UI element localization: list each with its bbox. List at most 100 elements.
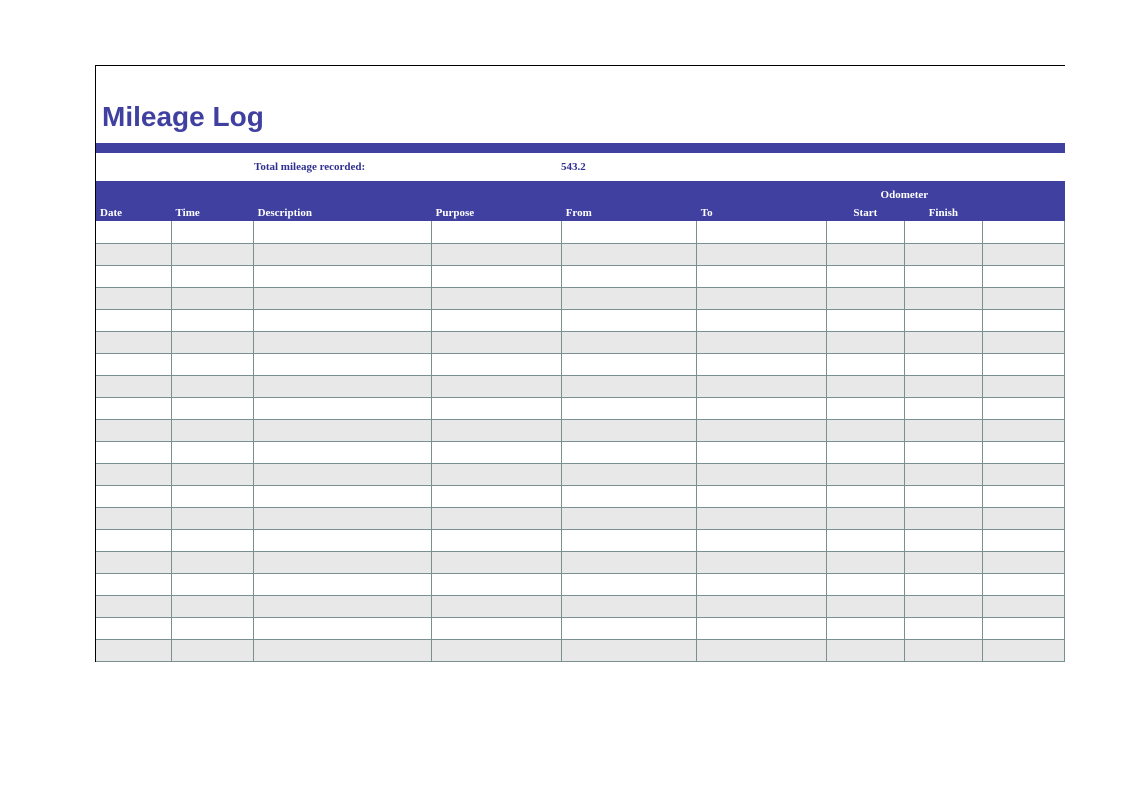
table-cell[interactable] xyxy=(431,507,561,529)
table-cell[interactable] xyxy=(253,265,431,287)
table-row[interactable] xyxy=(96,529,1065,551)
table-cell[interactable] xyxy=(826,463,904,485)
table-cell[interactable] xyxy=(982,529,1064,551)
table-cell[interactable] xyxy=(826,397,904,419)
table-cell[interactable] xyxy=(253,485,431,507)
table-cell[interactable] xyxy=(171,353,253,375)
table-cell[interactable] xyxy=(904,441,982,463)
table-cell[interactable] xyxy=(171,551,253,573)
table-row[interactable] xyxy=(96,573,1065,595)
table-cell[interactable] xyxy=(171,331,253,353)
table-cell[interactable] xyxy=(431,353,561,375)
table-cell[interactable] xyxy=(826,507,904,529)
table-cell[interactable] xyxy=(253,243,431,265)
table-cell[interactable] xyxy=(696,309,826,331)
table-cell[interactable] xyxy=(982,551,1064,573)
table-cell[interactable] xyxy=(696,419,826,441)
table-cell[interactable] xyxy=(96,243,171,265)
table-cell[interactable] xyxy=(826,595,904,617)
table-cell[interactable] xyxy=(253,309,431,331)
table-cell[interactable] xyxy=(904,287,982,309)
table-cell[interactable] xyxy=(431,573,561,595)
table-cell[interactable] xyxy=(171,375,253,397)
table-cell[interactable] xyxy=(982,617,1064,639)
table-cell[interactable] xyxy=(696,375,826,397)
table-cell[interactable] xyxy=(431,309,561,331)
table-cell[interactable] xyxy=(982,221,1064,243)
table-cell[interactable] xyxy=(96,507,171,529)
table-row[interactable] xyxy=(96,221,1065,243)
table-cell[interactable] xyxy=(826,331,904,353)
table-cell[interactable] xyxy=(431,243,561,265)
table-cell[interactable] xyxy=(826,287,904,309)
table-cell[interactable] xyxy=(904,419,982,441)
table-cell[interactable] xyxy=(904,221,982,243)
table-cell[interactable] xyxy=(561,595,696,617)
table-cell[interactable] xyxy=(826,353,904,375)
table-cell[interactable] xyxy=(253,353,431,375)
table-cell[interactable] xyxy=(982,441,1064,463)
table-cell[interactable] xyxy=(253,529,431,551)
table-cell[interactable] xyxy=(253,639,431,661)
table-cell[interactable] xyxy=(561,221,696,243)
table-cell[interactable] xyxy=(696,507,826,529)
table-cell[interactable] xyxy=(561,309,696,331)
table-cell[interactable] xyxy=(982,331,1064,353)
table-cell[interactable] xyxy=(904,485,982,507)
table-cell[interactable] xyxy=(253,221,431,243)
table-cell[interactable] xyxy=(431,287,561,309)
table-cell[interactable] xyxy=(171,617,253,639)
table-row[interactable] xyxy=(96,639,1065,661)
table-cell[interactable] xyxy=(561,419,696,441)
table-cell[interactable] xyxy=(96,353,171,375)
table-cell[interactable] xyxy=(561,573,696,595)
table-cell[interactable] xyxy=(904,529,982,551)
table-cell[interactable] xyxy=(696,595,826,617)
table-cell[interactable] xyxy=(696,353,826,375)
table-cell[interactable] xyxy=(171,573,253,595)
table-cell[interactable] xyxy=(826,529,904,551)
table-cell[interactable] xyxy=(171,441,253,463)
table-cell[interactable] xyxy=(431,485,561,507)
table-cell[interactable] xyxy=(904,397,982,419)
table-cell[interactable] xyxy=(431,397,561,419)
table-row[interactable] xyxy=(96,551,1065,573)
table-cell[interactable] xyxy=(561,617,696,639)
table-row[interactable] xyxy=(96,287,1065,309)
table-cell[interactable] xyxy=(904,639,982,661)
table-cell[interactable] xyxy=(253,573,431,595)
table-cell[interactable] xyxy=(982,397,1064,419)
table-row[interactable] xyxy=(96,617,1065,639)
table-cell[interactable] xyxy=(982,595,1064,617)
table-cell[interactable] xyxy=(982,639,1064,661)
table-cell[interactable] xyxy=(171,287,253,309)
table-cell[interactable] xyxy=(904,551,982,573)
table-cell[interactable] xyxy=(696,243,826,265)
table-cell[interactable] xyxy=(96,419,171,441)
table-cell[interactable] xyxy=(696,485,826,507)
table-cell[interactable] xyxy=(696,265,826,287)
table-cell[interactable] xyxy=(696,397,826,419)
table-row[interactable] xyxy=(96,309,1065,331)
table-cell[interactable] xyxy=(431,551,561,573)
table-cell[interactable] xyxy=(431,375,561,397)
table-cell[interactable] xyxy=(826,441,904,463)
table-cell[interactable] xyxy=(171,485,253,507)
table-cell[interactable] xyxy=(561,639,696,661)
table-cell[interactable] xyxy=(96,309,171,331)
table-cell[interactable] xyxy=(561,507,696,529)
table-cell[interactable] xyxy=(253,507,431,529)
table-cell[interactable] xyxy=(904,617,982,639)
table-cell[interactable] xyxy=(826,419,904,441)
table-row[interactable] xyxy=(96,331,1065,353)
table-cell[interactable] xyxy=(696,617,826,639)
table-cell[interactable] xyxy=(253,419,431,441)
table-cell[interactable] xyxy=(561,243,696,265)
table-cell[interactable] xyxy=(696,529,826,551)
table-cell[interactable] xyxy=(96,375,171,397)
table-cell[interactable] xyxy=(431,221,561,243)
table-cell[interactable] xyxy=(826,485,904,507)
table-cell[interactable] xyxy=(904,243,982,265)
table-cell[interactable] xyxy=(171,309,253,331)
table-cell[interactable] xyxy=(982,287,1064,309)
